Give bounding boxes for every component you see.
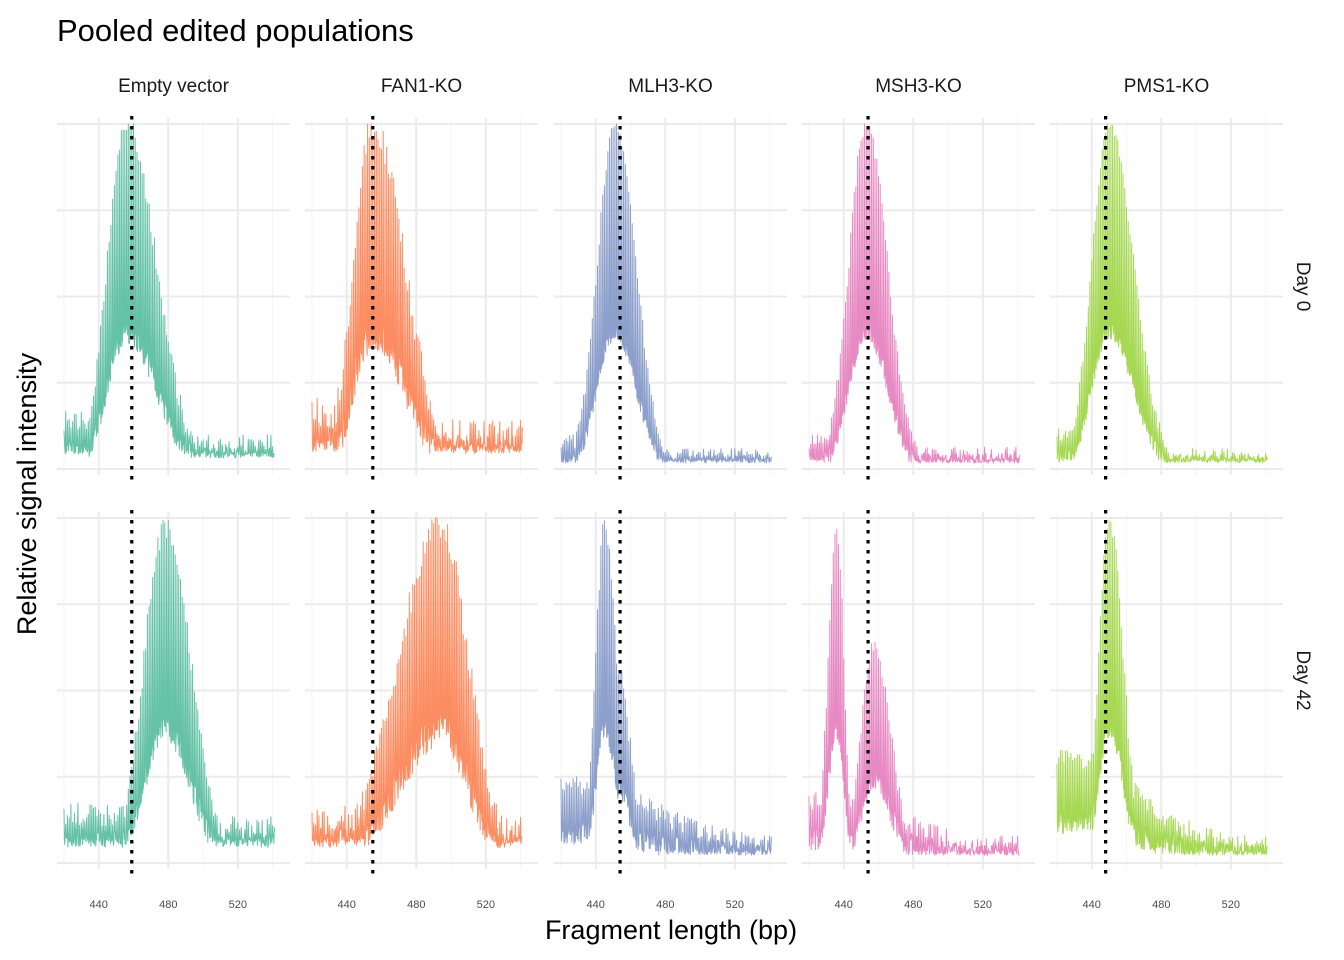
- x-tick-label: 440: [835, 899, 853, 911]
- x-tick-label: 440: [338, 899, 356, 911]
- signal-trace: [63, 123, 275, 459]
- facet-label-4: PMS1-KO: [1124, 76, 1210, 97]
- panel-0-2: [554, 116, 787, 481]
- panel-0-3: [802, 116, 1035, 481]
- x-tick-label: 440: [90, 899, 108, 911]
- signal-trace: [560, 520, 772, 856]
- signal-trace: [808, 528, 1020, 856]
- signal-trace: [560, 123, 772, 464]
- facet-row-label-1: Day 42: [1292, 650, 1313, 710]
- x-tick-label: 520: [1222, 899, 1240, 911]
- signal-trace: [311, 123, 523, 454]
- x-tick-label: 480: [904, 899, 922, 911]
- panel-0-1: [305, 116, 538, 481]
- facet-row-label-0: Day 0: [1292, 262, 1313, 312]
- signal-trace: [1056, 520, 1268, 856]
- signal-trace: [311, 517, 523, 848]
- x-tick-label: 440: [587, 899, 605, 911]
- x-tick-label: 440: [1083, 899, 1101, 911]
- y-axis-title: Relative signal intensity: [12, 352, 42, 635]
- facet-label-3: MSH3-KO: [875, 76, 962, 97]
- panel-0-4: [1050, 116, 1283, 481]
- facet-label-2: MLH3-KO: [628, 76, 712, 97]
- panel-1-3: 440 480 520: [802, 510, 1035, 911]
- x-tick-label: 520: [974, 899, 992, 911]
- panel-1-0: 440 480 520: [57, 510, 290, 911]
- panel-1-2: 440 480 520: [554, 510, 787, 911]
- chart-title: Pooled edited populations: [57, 13, 414, 48]
- x-tick-label: 480: [656, 899, 674, 911]
- signal-trace: [808, 123, 1020, 464]
- x-tick-label: 520: [229, 899, 247, 911]
- x-tick-label: 480: [407, 899, 425, 911]
- facet-label-0: Empty vector: [118, 76, 230, 97]
- x-tick-label: 480: [159, 899, 177, 911]
- panel-0-0: [57, 116, 290, 481]
- x-axis-title: Fragment length (bp): [545, 915, 797, 945]
- signal-trace: [63, 519, 275, 848]
- x-tick-label: 520: [477, 899, 495, 911]
- panels-layer: Empty vector FAN1-KO MLH3-KO MSH3-KO PMS1-KO…: [57, 76, 1313, 911]
- signal-trace: [1056, 123, 1268, 464]
- facet-label-1: FAN1-KO: [381, 76, 462, 97]
- panel-1-1: 440 480 520: [305, 510, 538, 911]
- x-tick-label: 480: [1152, 899, 1170, 911]
- panel-1-4: 440 480 520: [1050, 510, 1283, 911]
- x-tick-label: 520: [726, 899, 744, 911]
